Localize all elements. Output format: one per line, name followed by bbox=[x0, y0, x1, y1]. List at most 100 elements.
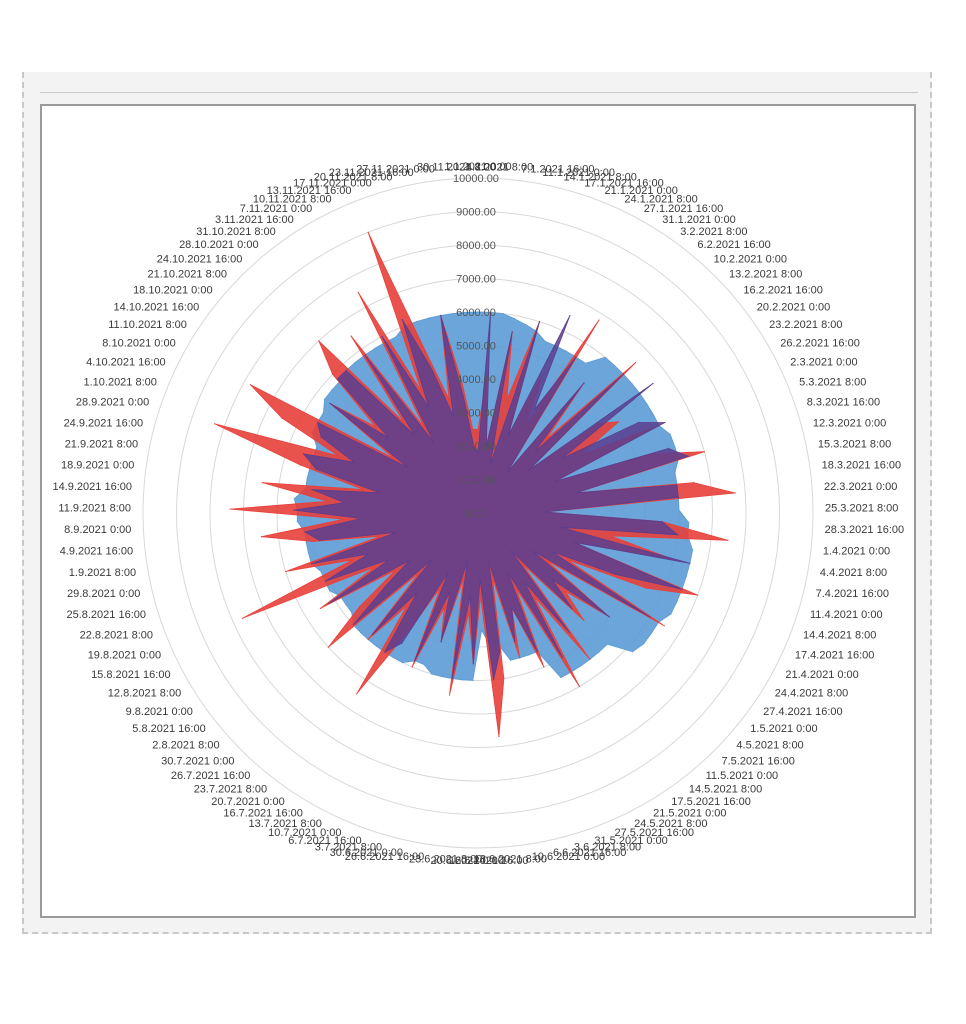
data-point bbox=[249, 384, 251, 386]
angular-label: 22.8.2021 8:00 bbox=[80, 630, 153, 642]
data-point bbox=[432, 441, 435, 443]
data-point bbox=[452, 313, 454, 315]
data-point bbox=[384, 651, 386, 653]
data-point bbox=[676, 484, 678, 486]
data-point bbox=[569, 632, 571, 634]
data-point bbox=[514, 641, 516, 643]
data-point bbox=[460, 379, 462, 381]
data-point bbox=[546, 560, 548, 562]
angular-label: 3.6.2021 8:00 bbox=[574, 842, 641, 854]
data-point bbox=[337, 455, 340, 457]
data-point bbox=[692, 549, 694, 551]
data-point bbox=[367, 553, 369, 555]
radial-tick-label: 0.00 bbox=[465, 508, 486, 520]
angular-label: 13.7.2021 8:00 bbox=[248, 818, 321, 830]
angular-label: 6.7.2021 16:00 bbox=[288, 835, 361, 847]
angular-label: 18.3.2021 16:00 bbox=[822, 460, 902, 472]
angular-label: 30.7.2021 0:00 bbox=[161, 755, 234, 767]
angular-label: 14.5.2021 8:00 bbox=[689, 784, 762, 796]
data-point bbox=[543, 666, 545, 668]
data-point bbox=[521, 563, 523, 565]
data-point bbox=[538, 321, 541, 323]
data-point bbox=[511, 331, 513, 333]
divider bbox=[40, 92, 918, 93]
data-point bbox=[462, 396, 464, 398]
data-point bbox=[324, 398, 326, 400]
angular-label: 31.10.2021 8:00 bbox=[196, 226, 276, 238]
data-point bbox=[503, 677, 505, 680]
data-point bbox=[394, 569, 396, 571]
data-point bbox=[502, 313, 504, 315]
data-point bbox=[479, 579, 481, 581]
angular-label: 21.10.2021 8:00 bbox=[147, 268, 227, 280]
data-point bbox=[645, 587, 647, 589]
data-point bbox=[510, 659, 512, 661]
data-point bbox=[395, 531, 398, 534]
data-point bbox=[281, 417, 283, 419]
data-point bbox=[649, 616, 651, 618]
angular-label: 24.4.2021 8:00 bbox=[775, 688, 848, 700]
radial-tick-label: 9000.00 bbox=[456, 207, 496, 219]
data-point bbox=[575, 492, 578, 494]
angular-label: 31.5.2021 0:00 bbox=[594, 835, 667, 847]
data-point bbox=[477, 428, 479, 430]
data-point bbox=[468, 612, 470, 614]
angular-label: 19.8.2021 0:00 bbox=[88, 650, 161, 662]
angular-label: 28.10.2021 0:00 bbox=[179, 239, 259, 251]
data-point bbox=[578, 685, 581, 688]
angular-label: 14.10.2021 16:00 bbox=[114, 301, 200, 313]
angular-label: 29.8.2021 0:00 bbox=[67, 588, 140, 600]
data-point bbox=[663, 625, 665, 627]
angular-label: 1.4.2021 0:00 bbox=[823, 546, 890, 558]
angular-label: 20.7.2021 0:00 bbox=[211, 796, 284, 808]
angular-label: 5.3.2021 8:00 bbox=[799, 377, 866, 389]
data-point bbox=[260, 536, 263, 538]
angular-label: 26.2.2021 16:00 bbox=[780, 338, 860, 350]
data-point bbox=[374, 426, 377, 428]
data-point bbox=[312, 540, 314, 543]
data-point bbox=[332, 373, 334, 375]
angular-label: 2.8.2021 8:00 bbox=[152, 740, 219, 752]
data-point bbox=[449, 591, 451, 593]
data-point bbox=[528, 654, 530, 656]
data-point bbox=[426, 352, 428, 355]
data-point bbox=[506, 471, 508, 473]
data-point bbox=[544, 340, 546, 342]
data-point bbox=[727, 539, 729, 541]
data-point bbox=[302, 453, 305, 455]
angular-label: 2.3.2021 0:00 bbox=[790, 357, 857, 369]
data-point bbox=[439, 587, 441, 589]
angular-label: 4.9.2021 16:00 bbox=[60, 546, 133, 558]
data-point bbox=[316, 421, 319, 424]
data-point bbox=[378, 492, 381, 494]
data-point bbox=[320, 436, 322, 438]
data-point bbox=[381, 335, 383, 337]
data-point bbox=[413, 434, 416, 436]
data-point bbox=[589, 658, 591, 660]
data-point bbox=[359, 605, 361, 608]
data-point bbox=[315, 468, 317, 470]
radial-tick-label: 2000.00 bbox=[456, 441, 496, 453]
data-point bbox=[296, 520, 298, 523]
data-point bbox=[669, 433, 671, 435]
radial-tick-label: 8000.00 bbox=[456, 240, 496, 252]
angular-label: 7.1.2021 16:00 bbox=[521, 164, 594, 176]
data-point bbox=[461, 679, 463, 681]
data-point bbox=[431, 368, 433, 371]
data-point bbox=[319, 607, 321, 610]
data-point bbox=[305, 542, 307, 544]
data-point bbox=[573, 541, 575, 543]
data-point bbox=[554, 480, 557, 482]
angular-label: 21.9.2021 8:00 bbox=[65, 438, 138, 450]
angular-label: 6.6.2021 16:00 bbox=[553, 847, 626, 859]
grid-ring bbox=[142, 177, 814, 849]
angular-label: 25.8.2021 16:00 bbox=[66, 609, 146, 621]
data-point bbox=[676, 601, 678, 603]
angular-label: 11.10.2021 8:00 bbox=[108, 319, 187, 331]
data-point bbox=[351, 612, 353, 614]
angular-label: 12.3.2021 0:00 bbox=[813, 417, 886, 429]
data-point bbox=[506, 398, 508, 400]
data-point bbox=[565, 350, 567, 352]
angular-label: 3.7.2021 8:00 bbox=[315, 842, 382, 854]
data-point bbox=[452, 415, 454, 417]
